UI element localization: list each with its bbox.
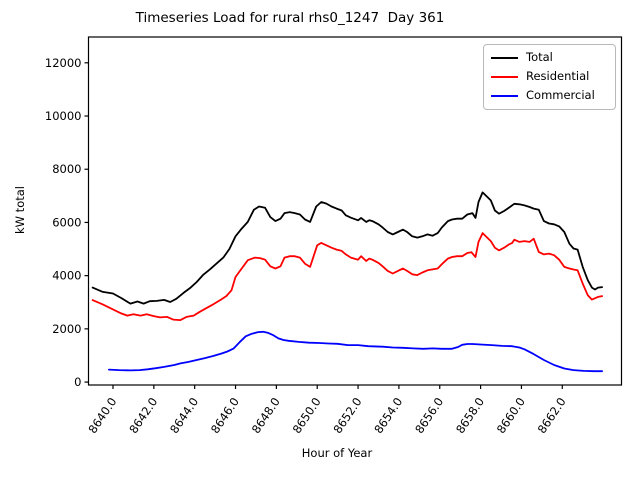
legend-label: Commercial bbox=[526, 88, 595, 103]
y-tick-label: 8000 bbox=[52, 162, 81, 176]
y-tick-label: 12000 bbox=[45, 56, 82, 70]
x-tick-label: 8652.0 bbox=[330, 395, 364, 436]
y-tick-label: 0 bbox=[74, 375, 81, 389]
legend-label: Total bbox=[526, 50, 553, 65]
x-tick-label: 8644.0 bbox=[167, 395, 201, 436]
y-tick-label: 10000 bbox=[45, 109, 82, 123]
y-tick-label: 4000 bbox=[52, 269, 81, 283]
legend-item-total: Total bbox=[491, 51, 608, 65]
y-axis-label: kW total bbox=[13, 186, 27, 234]
y-tick-label: 6000 bbox=[52, 215, 81, 229]
legend: Total Residential Commercial bbox=[483, 44, 616, 110]
chart-title: Timeseries Load for rural rhs0_1247 Day … bbox=[135, 10, 445, 26]
legend-line-swatch bbox=[491, 95, 518, 97]
x-tick-label: 8660.0 bbox=[494, 395, 528, 436]
x-tick-label: 8654.0 bbox=[371, 395, 405, 436]
x-tick-label: 8642.0 bbox=[126, 395, 160, 436]
x-tick-label: 8648.0 bbox=[249, 395, 283, 436]
x-tick-label: 8640.0 bbox=[85, 395, 119, 436]
legend-line-swatch bbox=[491, 76, 518, 78]
legend-item-commercial: Commercial bbox=[491, 89, 608, 103]
legend-label: Residential bbox=[526, 69, 590, 84]
axes-frame bbox=[87, 36, 623, 386]
x-tick-label: 8656.0 bbox=[412, 395, 446, 436]
series-commercial-line bbox=[108, 330, 603, 373]
series-total-line bbox=[91, 191, 603, 305]
x-tick-label: 8646.0 bbox=[208, 395, 242, 436]
x-axis-label: Hour of Year bbox=[301, 446, 373, 460]
x-tick-label: 8650.0 bbox=[290, 395, 324, 436]
series-residential-line bbox=[91, 232, 603, 322]
legend-item-residential: Residential bbox=[491, 70, 608, 84]
legend-line-swatch bbox=[491, 57, 518, 59]
y-tick-label: 2000 bbox=[52, 322, 81, 336]
x-tick-label: 8662.0 bbox=[535, 395, 569, 436]
x-tick-label: 8658.0 bbox=[453, 395, 487, 436]
